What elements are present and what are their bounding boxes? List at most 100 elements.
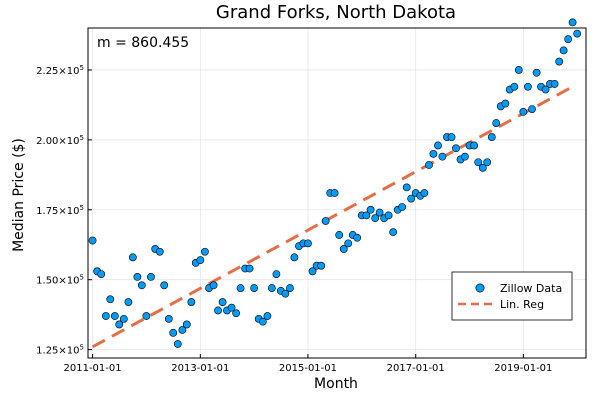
data-point: [389, 228, 398, 237]
data-point: [492, 119, 501, 127]
data-point: [420, 189, 429, 197]
data-point: [402, 183, 411, 192]
x-tick-label: 2019-01-01: [494, 363, 552, 374]
slope-annotation: m = 860.455: [97, 35, 189, 51]
data-point: [483, 158, 492, 167]
data-point: [106, 295, 115, 304]
data-point: [514, 66, 523, 74]
data-point: [452, 144, 460, 153]
data-point: [429, 149, 438, 158]
legend-marker-zillow: [475, 283, 485, 293]
grid-lines: [88, 28, 586, 358]
data-point: [133, 272, 142, 281]
y-axis-label: Median Price ($): [11, 138, 27, 252]
data-point: [182, 320, 191, 329]
plot-frame: [87, 27, 587, 359]
data-point: [173, 340, 182, 348]
y-tick-label: 2.25×105: [36, 64, 84, 77]
data-point: [524, 82, 532, 91]
data-point: [384, 211, 393, 220]
chart-title: Grand Forks, North Dakota: [216, 2, 456, 23]
y-tick-label: 1.75×105: [36, 204, 84, 217]
data-point: [147, 272, 155, 281]
data-point: [169, 328, 178, 337]
data-point: [519, 107, 528, 116]
data-point: [559, 46, 568, 55]
data-point: [568, 18, 577, 27]
regression-line-series: [91, 85, 574, 349]
data-point: [487, 133, 496, 141]
data-point: [196, 256, 205, 265]
data-point: [541, 85, 550, 94]
data-point: [187, 298, 196, 306]
y-tick-label: 2.00×105: [36, 134, 84, 147]
data-point: [178, 326, 187, 334]
data-point: [258, 317, 267, 326]
data-point: [101, 312, 110, 320]
data-point: [218, 298, 227, 306]
x-tick-label: 2015-01-01: [279, 363, 337, 374]
data-point: [555, 57, 564, 66]
data-point: [366, 205, 375, 214]
data-point: [532, 68, 541, 77]
data-point: [573, 29, 582, 38]
x-tick-label: 2013-01-01: [171, 363, 229, 374]
data-point: [447, 133, 456, 141]
data-point: [330, 189, 339, 197]
data-point: [510, 82, 519, 91]
data-point: [564, 35, 573, 44]
y-tick-label: 1.25×105: [36, 344, 84, 357]
data-point: [137, 281, 146, 290]
data-point: [267, 284, 276, 292]
y-tick-label: 1.50×105: [36, 274, 84, 287]
legend-label-linreg: Lin. Reg: [500, 298, 544, 311]
zillow-data-series: [88, 18, 582, 348]
data-point: [232, 309, 241, 318]
data-point: [160, 281, 169, 290]
data-point: [398, 203, 407, 211]
data-point: [353, 233, 362, 242]
data-point: [478, 163, 487, 172]
data-point: [438, 152, 447, 161]
data-point: [263, 312, 272, 320]
legend-box: [451, 271, 573, 321]
x-axis-label: Month: [314, 376, 358, 392]
data-point: [142, 312, 151, 320]
data-point: [155, 247, 164, 256]
data-point: [236, 284, 245, 292]
data-point: [470, 141, 479, 150]
data-point: [304, 239, 312, 248]
x-tick-label: 2011-01-01: [64, 363, 122, 374]
legend-label-zillow: Zillow Data: [500, 282, 562, 295]
legend: Zillow Data Lin. Reg: [451, 271, 573, 321]
data-point: [550, 80, 559, 88]
data-point: [335, 231, 344, 239]
data-point: [461, 152, 469, 161]
data-point: [317, 261, 326, 270]
data-point: [227, 303, 236, 312]
y-axis-ticks: 1.25×105 1.50×105 1.75×105 2.00×105 2.25×105: [36, 64, 92, 357]
data-point: [434, 141, 442, 150]
data-point: [272, 270, 281, 279]
data-point: [528, 105, 536, 114]
data-point: [371, 214, 380, 223]
data-point: [286, 284, 294, 292]
x-axis-ticks: 2011-01-01 2013-01-01 2015-01-01 2017-01-01…: [64, 354, 552, 374]
data-point: [339, 245, 348, 253]
data-point: [214, 306, 222, 315]
data-point: [344, 239, 353, 248]
data-point: [501, 99, 510, 108]
data-point: [88, 236, 97, 245]
data-point: [375, 208, 384, 217]
data-point: [110, 312, 119, 320]
data-point: [308, 267, 317, 276]
data-point: [407, 194, 416, 203]
data-point: [97, 270, 106, 279]
data-point: [362, 211, 371, 220]
data-point: [425, 161, 433, 169]
data-point: [164, 314, 173, 323]
data-point: [209, 281, 218, 290]
data-point: [119, 314, 128, 323]
data-point: [281, 289, 290, 298]
